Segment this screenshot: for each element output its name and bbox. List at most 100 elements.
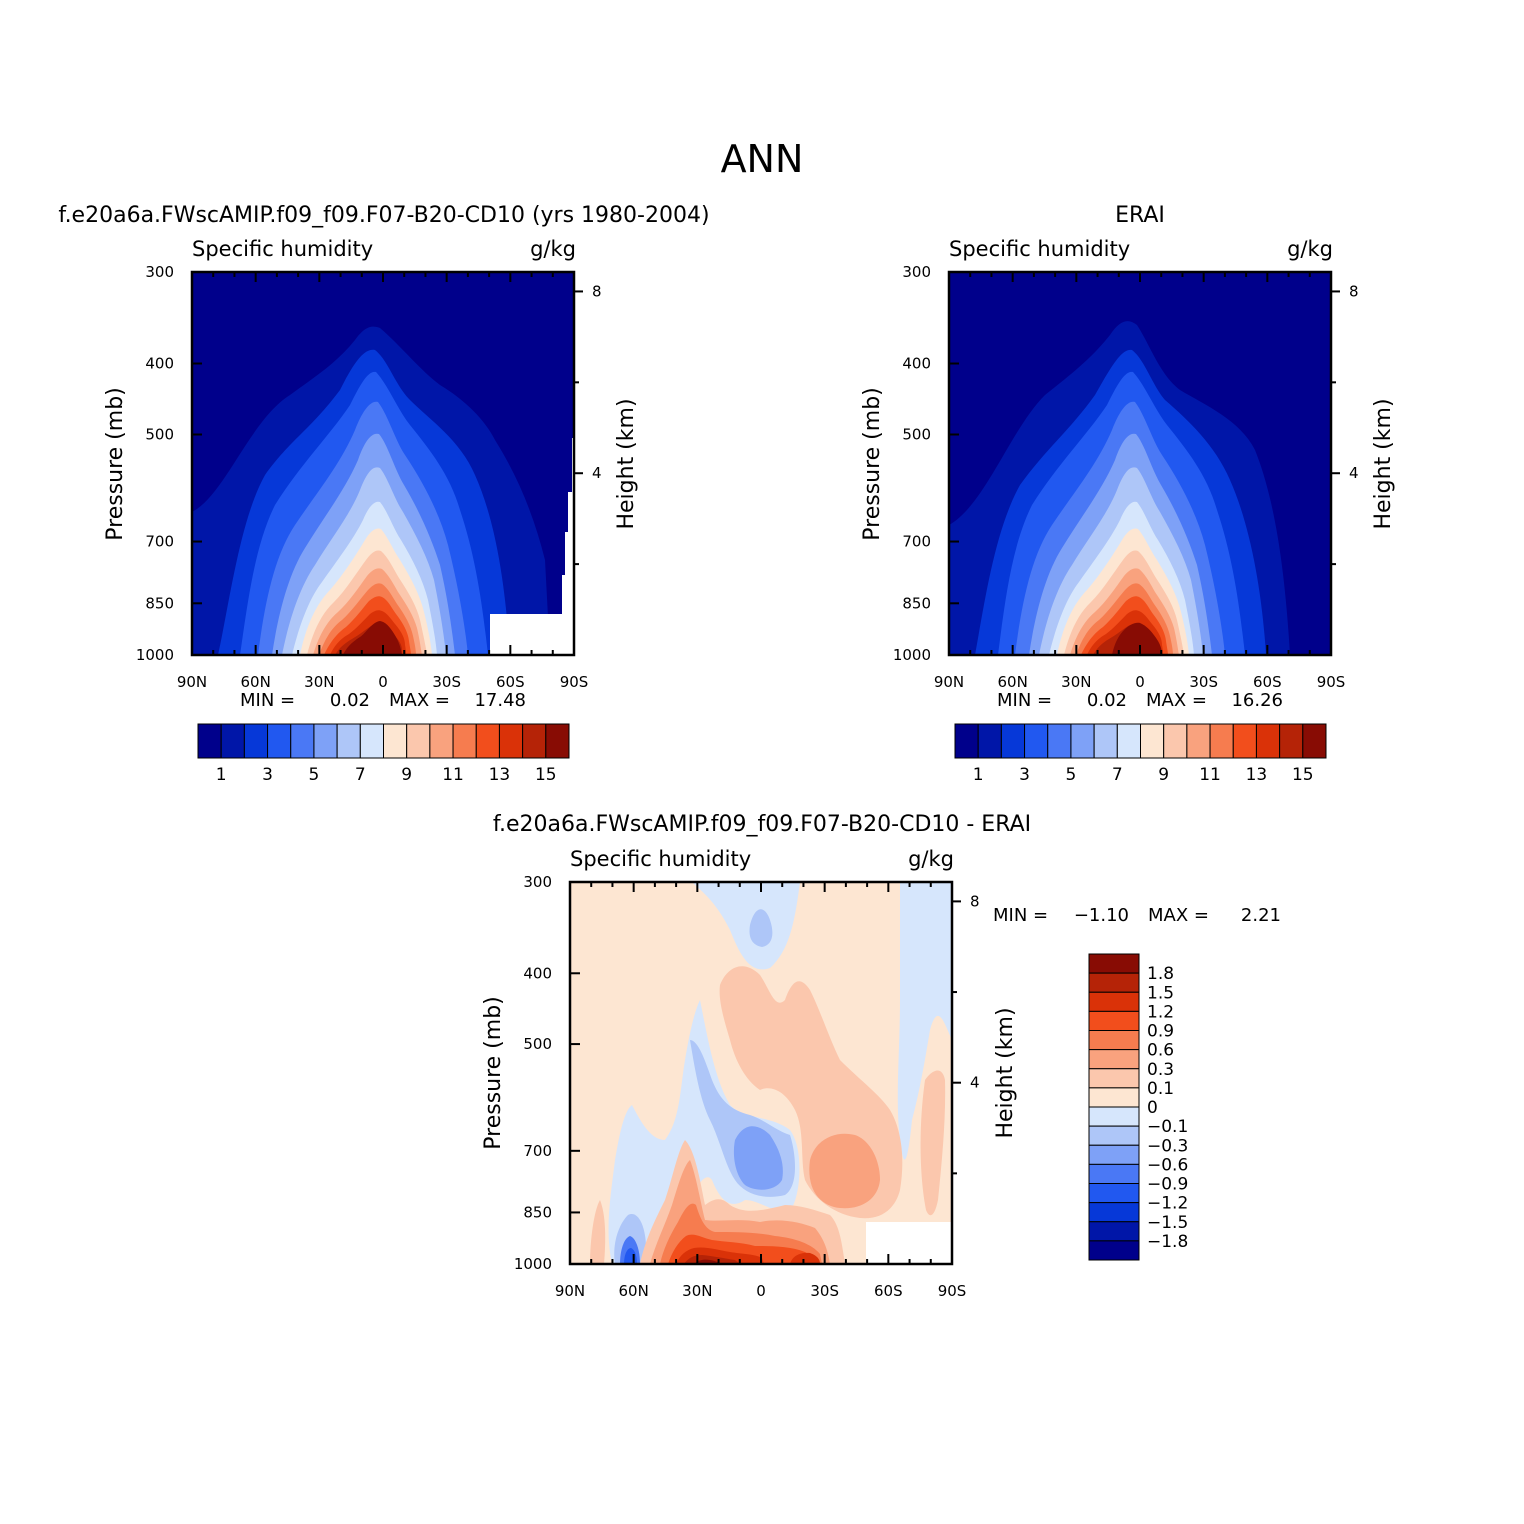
x-tick-labels: 90N 60N 30N 0 30S 60S 90S [177,673,588,691]
x-tick-labels: 90N 60N 30N 0 30S 60S 90S [934,673,1345,691]
figure-title: ANN [721,137,804,181]
colorbar-label: 0 [1147,1098,1158,1118]
y-right-axis-label: Height (km) [614,398,639,529]
y-right-tick-labels: 84 [1349,282,1359,482]
colorbar-label: 3 [262,765,273,785]
colorbar-swatch [1089,1107,1139,1126]
panel-units: g/kg [530,237,576,261]
y-tick-labels: 300 400 500 700 850 1000 [893,263,931,664]
panel-variable: Specific humidity [570,847,751,871]
panel-title: ERAI [1115,203,1165,228]
colorbar-label: 9 [401,765,412,785]
colorbar-swatch [1048,724,1071,758]
max-value: 16.26 [1231,690,1283,711]
x-tick-label: 30S [810,1282,839,1300]
panel-units: g/kg [1287,237,1333,261]
x-tick-label: 0 [756,1282,766,1300]
colorbar-swatch [1089,1011,1139,1030]
x-tick-label: 90S [1317,673,1346,691]
colorbar-swatch [1089,1203,1139,1222]
colorbar-label: 5 [309,765,320,785]
colorbar-swatch [1303,724,1326,758]
panel-difference: f.e20a6a.FWscAMIP.f09_f09.F07-B20-CD10 -… [481,812,1281,1300]
y-tick-label: 1000 [893,646,931,664]
colorbar-swatch [291,724,314,758]
y-right-tick-label: 4 [592,464,602,482]
colorbar-label: 0.9 [1147,1022,1174,1042]
y-tick-label: 1000 [136,646,174,664]
colorbar-label: 13 [489,765,511,785]
colorbar-swatch [546,724,569,758]
colorbar-swatch [1089,1031,1139,1050]
y-axis-label: Pressure (mb) [860,387,885,541]
y-tick-label: 300 [145,263,174,281]
colorbar-swatch [1089,1164,1139,1183]
x-tick-label: 30S [432,673,461,691]
y-right-tick-label: 8 [1349,282,1359,300]
y-right-tick-label: 8 [970,892,980,910]
contour-field [949,272,1331,655]
colorbar-label: −0.1 [1147,1117,1188,1137]
x-tick-label: 0 [378,673,388,691]
x-tick-label: 60N [241,673,271,691]
colorbar-label: −0.6 [1147,1155,1188,1175]
x-tick-label: 60N [998,673,1028,691]
max-value: 17.48 [474,690,526,711]
colorbar-label: 0.1 [1147,1079,1174,1099]
colorbar-label: 5 [1066,765,1077,785]
min-value: 0.02 [1087,690,1127,711]
x-tick-label: 60S [1253,673,1282,691]
colorbar-label: 1.2 [1147,1002,1174,1022]
x-tick-labels: 90N 60N 30N 0 30S 60S 90S [555,1282,966,1300]
y-right-axis-label: Height (km) [993,1007,1018,1138]
x-tick-label: 30N [1061,673,1091,691]
contour-field [192,272,574,655]
y-tick-label: 400 [145,355,174,373]
colorbar-swatch [1089,1241,1139,1260]
y-tick-label: 400 [523,964,552,982]
colorbar-swatch [1089,1184,1139,1203]
colorbar-swatch [499,724,522,758]
colorbar-label: 3 [1019,765,1030,785]
panel-obs: ERAI Specific humidity g/kg 90N 60N 30N 0 30… [860,203,1396,785]
y-right-tick-label: 4 [970,1074,980,1092]
colorbar-label: 0.6 [1147,1041,1174,1061]
colorbar-label: 1 [216,765,227,785]
colorbar-label: −1.5 [1147,1213,1188,1233]
colorbar-label: 9 [1158,765,1169,785]
colorbar-label: −1.8 [1147,1232,1188,1252]
colorbar-swatch [221,724,244,758]
colorbar-swatch [1089,1145,1139,1164]
colorbar-swatch [360,724,383,758]
colorbar-label: 7 [1112,765,1123,785]
colorbar-swatch [1117,724,1140,758]
min-label: MIN = [997,690,1052,711]
y-tick-label: 1000 [514,1255,552,1273]
colorbar-swatch [198,724,221,758]
colorbar-swatch [1164,724,1187,758]
colorbar-label: 0.3 [1147,1060,1174,1080]
min-value: −1.10 [1074,905,1129,926]
x-tick-label: 30N [304,673,334,691]
y-tick-label: 300 [523,873,552,891]
panel-units: g/kg [908,847,954,871]
colorbar-swatch [314,724,337,758]
colorbar-label: 11 [442,765,464,785]
y-tick-label: 500 [145,426,174,444]
colorbar-swatch [268,724,291,758]
colorbar: 1 3 5 7 9 11 13 15 [955,724,1326,785]
y-tick-label: 850 [145,594,174,612]
colorbar-swatch [978,724,1001,758]
y-right-axis-label: Height (km) [1371,398,1396,529]
colorbar-swatch [1210,724,1233,758]
y-right-tick-labels: 84 [592,282,602,482]
colorbar-label: −0.3 [1147,1136,1188,1156]
colorbar-swatch [1094,724,1117,758]
panel-variable: Specific humidity [949,237,1130,261]
colorbar-label: −1.2 [1147,1194,1188,1214]
max-label: MAX = [1146,690,1207,711]
max-value: 2.21 [1241,905,1281,926]
x-tick-label: 90S [938,1282,967,1300]
min-label: MIN = [240,690,295,711]
y-tick-label: 500 [523,1035,552,1053]
